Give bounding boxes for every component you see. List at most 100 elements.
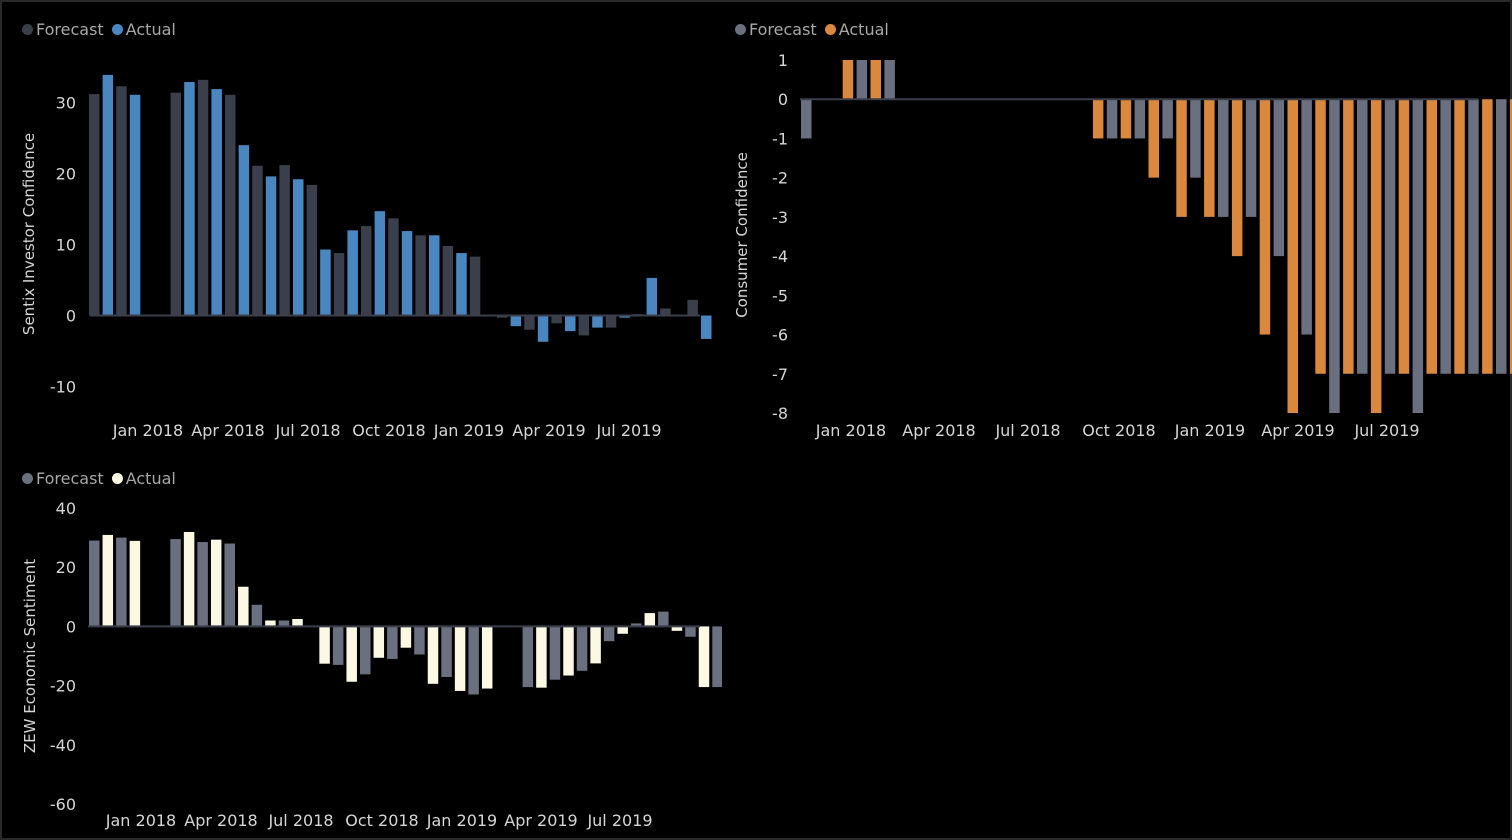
forecast-bar — [1245, 99, 1257, 217]
x-tick-label: Apr 2019 — [512, 421, 585, 440]
actual-bar — [842, 60, 854, 100]
forecast-legend-dot — [22, 473, 33, 484]
y-tick-label: -5 — [772, 286, 788, 305]
actual-bar — [1426, 99, 1437, 374]
actual-bar — [536, 626, 547, 688]
y-tick-label: -8 — [772, 404, 788, 423]
x-tick-label: Jan 2018 — [105, 811, 176, 830]
forecast-bar — [388, 218, 399, 316]
legend-item-forecast[interactable]: Forecast — [22, 469, 104, 488]
actual-bar — [619, 315, 630, 318]
legend-item-forecast[interactable]: Forecast — [22, 20, 104, 39]
y-tick-label: 1 — [778, 51, 788, 70]
forecast-bar — [1273, 99, 1285, 257]
actual-bar — [427, 626, 439, 684]
forecast-bar — [442, 245, 454, 316]
sentix-legend[interactable]: Forecast Actual — [22, 20, 184, 39]
actual-bar — [347, 230, 358, 316]
zew-legend[interactable]: Forecast Actual — [22, 469, 184, 488]
x-tick-label: Oct 2018 — [345, 811, 418, 830]
actual-bar — [1398, 99, 1410, 374]
forecast-bar — [660, 308, 671, 316]
x-tick-label: Apr 2019 — [504, 811, 577, 830]
forecast-bar — [1301, 99, 1312, 335]
y-tick-label: 30 — [56, 94, 76, 113]
forecast-bar — [884, 60, 895, 100]
forecast-bar — [441, 626, 452, 678]
forecast-bar — [469, 256, 481, 316]
forecast-bar — [1357, 99, 1368, 374]
forecast-bar — [549, 626, 561, 680]
actual-bar — [537, 315, 549, 342]
legend-actual-label: Actual — [125, 20, 176, 39]
forecast-bar — [801, 99, 812, 139]
forecast-bar — [551, 315, 562, 324]
x-tick-label: Oct 2018 — [1082, 421, 1155, 440]
forecast-bar — [251, 604, 263, 627]
actual-bar — [129, 94, 141, 316]
actual-bar — [1176, 99, 1187, 217]
x-tick-label: Jan 2019 — [1174, 421, 1245, 440]
legend-item-forecast[interactable]: Forecast — [735, 20, 817, 39]
actual-bar — [1092, 99, 1104, 139]
actual-bar — [592, 315, 603, 328]
forecast-bar — [89, 94, 100, 316]
actual-bar — [102, 534, 114, 627]
forecast-legend-dot — [735, 24, 746, 35]
legend-actual-label: Actual — [838, 20, 889, 39]
actual-bar — [870, 60, 881, 100]
forecast-bar — [578, 315, 590, 336]
actual-bar — [373, 626, 385, 658]
forecast-bar — [333, 253, 345, 316]
legend-item-actual[interactable]: Actual — [824, 20, 889, 39]
actual-bar — [510, 315, 522, 327]
y-axis-label: Consumer Confidence — [733, 152, 751, 318]
y-tick-label: -60 — [50, 795, 76, 814]
forecast-bar — [1218, 99, 1229, 217]
forecast-bar — [1384, 99, 1396, 374]
y-tick-label: -4 — [772, 247, 788, 266]
actual-bar — [1259, 99, 1271, 335]
y-tick-label: -7 — [772, 365, 788, 384]
forecast-bar — [306, 184, 318, 316]
forecast-bar — [522, 626, 534, 688]
legend-actual-label: Actual — [125, 469, 176, 488]
actual-bar — [1370, 99, 1382, 413]
x-tick-label: Jan 2019 — [433, 421, 504, 440]
x-tick-label: Jan 2019 — [426, 811, 497, 830]
forecast-bar — [170, 539, 181, 627]
actual-bar — [481, 626, 493, 689]
forecast-bar — [414, 626, 425, 655]
legend-forecast-label: Forecast — [36, 469, 104, 488]
forecast-bar — [332, 626, 344, 665]
forecast-bar — [279, 165, 290, 316]
y-tick-label: -6 — [772, 326, 788, 345]
actual-bar — [265, 620, 276, 627]
legend-item-actual[interactable]: Actual — [111, 469, 176, 488]
x-tick-label: Apr 2018 — [902, 421, 975, 440]
forecast-bar — [197, 542, 208, 627]
actual-bar — [129, 540, 141, 627]
forecast-bar — [1329, 99, 1340, 413]
legend-item-actual[interactable]: Actual — [111, 20, 176, 39]
actual-bar — [401, 231, 413, 316]
y-tick-label: 10 — [56, 236, 76, 255]
y-tick-label: -40 — [50, 736, 76, 755]
forecast-bar — [576, 626, 588, 671]
x-tick-label: Apr 2018 — [184, 811, 257, 830]
actual-bar — [211, 89, 222, 316]
actual-bar — [456, 253, 467, 316]
forecast-bar — [89, 540, 100, 627]
consumer-legend[interactable]: Forecast Actual — [735, 20, 897, 39]
actual-bar — [265, 176, 277, 316]
zew-chart: 40 20 0 -20 -40 -60 ZEW Economic Sentiment Jan … — [21, 499, 722, 830]
actual-bar — [646, 277, 658, 316]
actual-bar — [102, 74, 114, 316]
x-tick-label: Apr 2018 — [191, 421, 264, 440]
forecast-bar — [631, 623, 642, 627]
forecast-bar — [1412, 99, 1424, 413]
y-tick-label: 20 — [56, 165, 76, 184]
y-tick-label: -2 — [772, 169, 788, 188]
y-axis-label: ZEW Economic Sentiment — [21, 559, 39, 753]
y-tick-label: -1 — [772, 129, 788, 148]
